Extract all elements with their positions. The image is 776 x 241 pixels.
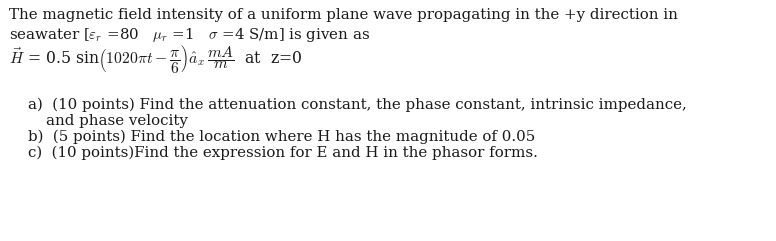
Text: b)  (5 points) Find the location where H has the magnitude of 0.05: b) (5 points) Find the location where H … [28, 130, 535, 144]
Text: The magnetic field intensity of a uniform plane wave propagating in the +y direc: The magnetic field intensity of a unifor… [9, 8, 678, 22]
Text: c)  (10 points)Find the expression for E and H in the phasor forms.: c) (10 points)Find the expression for E … [28, 146, 538, 161]
Text: and phase velocity: and phase velocity [46, 114, 188, 128]
Text: a)  (10 points) Find the attenuation constant, the phase constant, intrinsic imp: a) (10 points) Find the attenuation cons… [28, 98, 687, 112]
Text: seawater [$\varepsilon_r$ =80   $\mu_r$ =1   $\sigma$ =4 S/m] is given as: seawater [$\varepsilon_r$ =80 $\mu_r$ =1… [9, 26, 370, 44]
Text: $\vec{H}$ = 0.5 sin$\left(1020\pi t - \dfrac{\pi}{6}\right)\hat{a}_x\,\dfrac{mA}: $\vec{H}$ = 0.5 sin$\left(1020\pi t - \d… [9, 44, 303, 75]
